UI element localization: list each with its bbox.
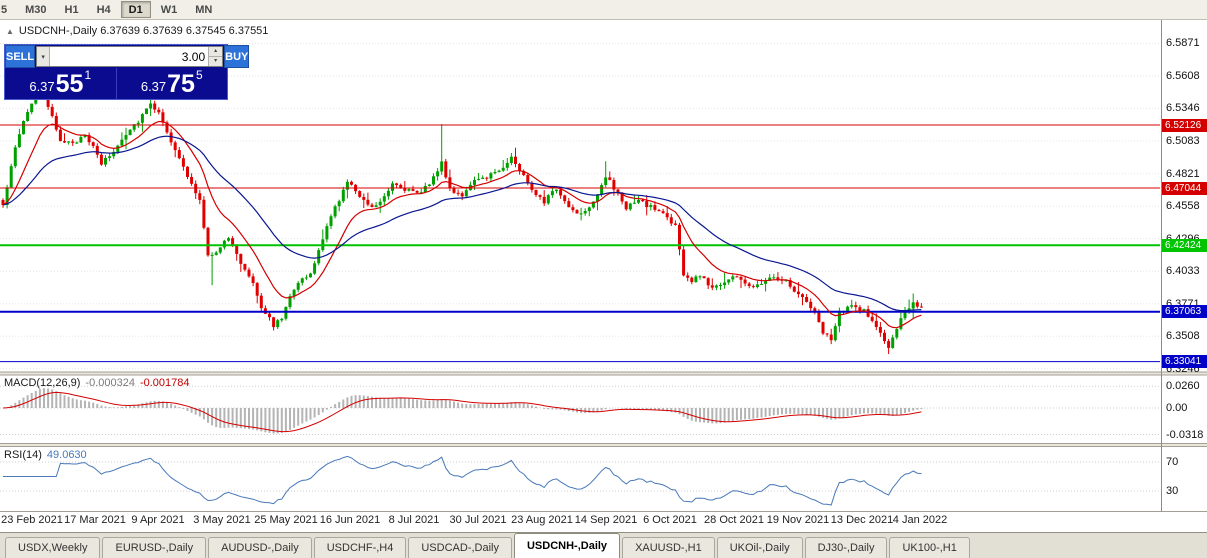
tab-usdcnh-daily[interactable]: USDCNH-,Daily	[513, 533, 621, 558]
price-axis-label: 6.5083	[1166, 135, 1200, 147]
chevron-down-icon: ▾	[41, 53, 45, 61]
price-level-tag: 6.37063	[1162, 305, 1207, 318]
rsi-value: 49.0630	[46, 449, 87, 461]
timeframe-button-w1[interactable]: W1	[153, 1, 186, 18]
price-level-value: 6.52126	[1165, 120, 1202, 131]
volume-control: ▾ ▴ ▾	[36, 46, 224, 67]
buy-button[interactable]: BUY	[224, 45, 250, 68]
price-level-tag: 6.52126	[1162, 119, 1207, 132]
sell-button[interactable]: SELL	[5, 45, 36, 68]
rsi-axis-label: 30	[1166, 485, 1179, 497]
volume-down-button[interactable]: ▾	[208, 57, 223, 66]
macd-axis-label: 0.00	[1166, 402, 1188, 414]
date-axis-label: 25 May 2021	[254, 514, 318, 526]
price-axis-label: 6.4033	[1166, 265, 1200, 277]
sell-price-pip-digit: 1	[84, 68, 92, 82]
chevron-down-icon: ▾	[214, 58, 218, 64]
tab-usdchf-h4[interactable]: USDCHF-,H4	[313, 537, 407, 558]
date-axis-label: 8 Jul 2021	[388, 514, 440, 526]
symbol-tabbar: USDX,Weekly EURUSD-,Daily AUDUSD-,Daily …	[0, 532, 1207, 558]
price-level-value: 6.47044	[1165, 183, 1202, 194]
date-axis-label: 19 Nov 2021	[766, 514, 830, 526]
rsi-axis-label: 70	[1166, 456, 1179, 468]
buy-price-big-digits: 75	[167, 70, 195, 98]
tab-audusd-daily[interactable]: AUDUSD-,Daily	[208, 537, 312, 558]
price-axis-label: 6.4558	[1166, 200, 1200, 212]
date-axis-label: 23 Aug 2021	[511, 514, 573, 526]
volume-up-button[interactable]: ▴	[208, 47, 223, 57]
date-axis-label: 28 Oct 2021	[704, 514, 764, 526]
rsi-name: RSI(14)	[4, 449, 42, 461]
tab-eurusd-daily[interactable]: EURUSD-,Daily	[102, 537, 207, 558]
date-axis-label: 16 Jun 2021	[319, 514, 381, 526]
timeframe-toolbar: 5 M30 H1 H4 D1 W1 MN	[0, 0, 1207, 20]
macd-axis-label: -0.0318	[1166, 429, 1204, 441]
sell-price-prefix: 6.37	[29, 79, 55, 94]
timeframe-button-m30[interactable]: M30	[17, 1, 54, 18]
price-axis-label: 6.5608	[1166, 70, 1200, 82]
tab-dj30-daily[interactable]: DJ30-,Daily	[804, 537, 888, 558]
collapse-trade-panel-icon[interactable]: ▲	[6, 26, 14, 36]
sell-price-display[interactable]: 6.37 55 1	[5, 68, 117, 99]
chart-title: ▲ USDCNH-,Daily 6.37639 6.37639 6.37545 …	[6, 25, 268, 37]
price-axis-label: 6.5346	[1166, 102, 1200, 114]
price-level-value: 6.42424	[1165, 240, 1202, 251]
macd-name: MACD(12,26,9)	[4, 377, 81, 389]
timeframe-button-mn[interactable]: MN	[187, 1, 220, 18]
buy-price-prefix: 6.37	[140, 79, 167, 94]
price-axis-label: 6.4821	[1166, 168, 1200, 180]
price-level-tag: 6.47044	[1162, 182, 1207, 195]
price-level-value: 6.37063	[1165, 306, 1202, 317]
date-axis-label: 14 Sep 2021	[574, 514, 638, 526]
price-level-tag: 6.33041	[1162, 355, 1207, 368]
macd-indicator-label: MACD(12,26,9) -0.000324 -0.001784	[4, 377, 190, 389]
tab-ukoil-daily[interactable]: UKOil-,Daily	[716, 537, 803, 558]
tab-uk100-h1[interactable]: UK100-,H1	[889, 537, 970, 558]
tab-usdcad-daily[interactable]: USDCAD-,Daily	[408, 537, 512, 558]
price-axis-label: 6.5871	[1166, 37, 1200, 49]
volume-input[interactable]	[50, 47, 209, 66]
price-level-tag: 6.42424	[1162, 239, 1207, 252]
buy-price-display[interactable]: 6.37 75 5	[117, 68, 228, 99]
price-axis-label: 6.3508	[1166, 330, 1200, 342]
date-axis-label: 6 Oct 2021	[643, 514, 697, 526]
sell-price-big-digits: 55	[55, 70, 84, 98]
timeframe-button-h4[interactable]: H4	[89, 1, 119, 18]
volume-dropdown-button[interactable]: ▾	[37, 47, 51, 66]
tab-xauusd-h1[interactable]: XAUUSD-,H1	[622, 537, 715, 558]
buy-price-pip-digit: 5	[195, 68, 203, 82]
date-axis-label: 17 Mar 2021	[64, 514, 126, 526]
timeframe-button-d1[interactable]: D1	[120, 1, 151, 18]
price-level-value: 6.33041	[1165, 356, 1202, 367]
chevron-up-icon: ▴	[214, 48, 218, 54]
rsi-indicator-label: RSI(14) 49.0630	[4, 449, 87, 461]
timeframe-button-m5[interactable]: 5	[0, 1, 15, 18]
date-axis-label: 3 May 2021	[193, 514, 251, 526]
date-axis-label: 4 Jan 2022	[892, 514, 948, 526]
chart-title-text: USDCNH-,Daily 6.37639 6.37639 6.37545 6.…	[18, 25, 269, 37]
date-axis-label: 13 Dec 2021	[830, 514, 894, 526]
macd-axis-label: 0.0260	[1166, 380, 1200, 392]
date-axis-label: 30 Jul 2021	[449, 514, 507, 526]
timeframe-button-h1[interactable]: H1	[57, 1, 87, 18]
date-axis-label: 9 Apr 2021	[131, 514, 185, 526]
macd-main-value: -0.000324	[85, 377, 135, 389]
volume-stepper: ▴ ▾	[208, 47, 223, 66]
date-axis-label: 23 Feb 2021	[1, 514, 63, 526]
macd-signal-value: -0.001784	[139, 377, 190, 389]
tab-usdx-weekly[interactable]: USDX,Weekly	[5, 537, 101, 558]
